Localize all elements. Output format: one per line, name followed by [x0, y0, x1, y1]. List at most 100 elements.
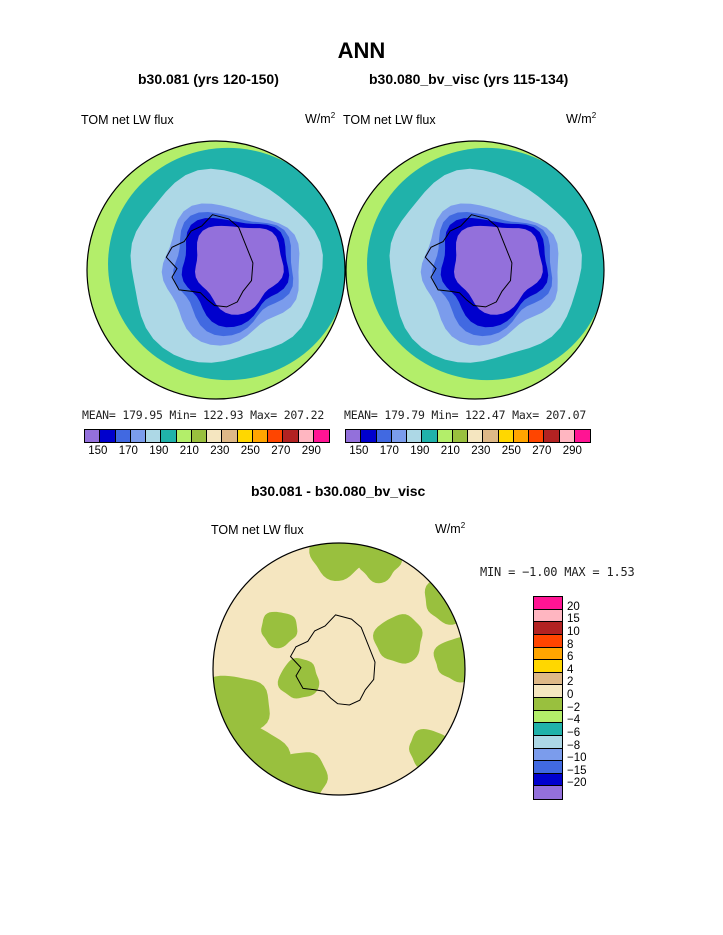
colorbar-tick-label: 270 [532, 445, 552, 457]
colorbar-swatch [237, 430, 253, 442]
colorbar-swatch [468, 430, 484, 442]
patch-nw [261, 611, 298, 649]
colorbar-tick-label: −4 [567, 714, 581, 727]
colorbar-tick-label: 150 [88, 445, 108, 457]
colorbar-tick-label: 170 [379, 445, 399, 457]
colorbar-tick-label: 290 [301, 445, 321, 457]
map-border [86, 140, 346, 400]
colorbar-tick-label: −10 [567, 752, 587, 765]
colorbar-swatch [534, 710, 562, 724]
patch-mid [277, 658, 320, 699]
panel-right-field-label: TOM net LW flux [343, 113, 436, 127]
patch-top [309, 543, 370, 581]
colorbar-swatch [161, 430, 177, 442]
colorbar-swatch [407, 430, 423, 442]
colorbar-swatch [422, 430, 438, 442]
field-band-150 [454, 225, 543, 315]
colorbar-swatch [534, 773, 562, 787]
colorbar-swatch [534, 634, 562, 648]
colorbar-swatch [130, 430, 146, 442]
colorbar-tick-label: 10 [567, 625, 580, 638]
colorbar-swatch [85, 430, 101, 442]
colorbar-swatch [534, 786, 562, 799]
map-left [86, 140, 346, 400]
field-band-150 [195, 225, 284, 315]
colorbar-tick-label: −6 [567, 726, 581, 739]
colorbar-tick-label: 210 [179, 445, 199, 457]
colorbar-tick-label: 290 [562, 445, 582, 457]
colorbar-tick-label: 230 [471, 445, 491, 457]
colorbar-swatch [222, 430, 238, 442]
panel-left-units: W/m2 [305, 111, 336, 127]
colorbar-swatch [437, 430, 453, 442]
colorbar-tick-label: 250 [501, 445, 521, 457]
coastline [165, 214, 254, 308]
colorbar-tick-label: 230 [210, 445, 230, 457]
colorbar-swatch [534, 647, 562, 661]
field-band-0 [213, 543, 465, 795]
panel-left-title: b30.081 (yrs 120-150) [138, 71, 279, 87]
colorbar-swatch [498, 430, 514, 442]
colorbar-swatch [452, 430, 468, 442]
colorbar-diff [533, 596, 563, 800]
colorbar-swatch [529, 430, 545, 442]
colorbar-tick-label: 15 [567, 613, 580, 626]
colorbar-swatch [534, 735, 562, 749]
coastline [289, 614, 376, 706]
colorbar-swatch [146, 430, 162, 442]
map-fill-group [213, 543, 465, 795]
colorbar-tick-label: 6 [567, 651, 574, 664]
panel-right-title: b30.080_bv_visc (yrs 115-134) [369, 71, 569, 87]
colorbar-swatch [483, 430, 499, 442]
colorbar-swatch [391, 430, 407, 442]
panel-right-stats: MEAN= 179.79 Min= 122.47 Max= 207.07 [344, 408, 587, 422]
colorbar-tick-label: −2 [567, 701, 581, 714]
patch-e1 [433, 636, 465, 683]
colorbar-swatch [534, 622, 562, 635]
colorbar-tick-label: 2 [567, 676, 574, 689]
colorbar-tick-label: 20 [567, 600, 580, 613]
map-border [212, 542, 466, 796]
colorbar-swatch [283, 430, 299, 442]
colorbar-swatch [513, 430, 529, 442]
diff-title: b30.081 - b30.080_bv_visc [251, 483, 426, 499]
colorbar-swatch [534, 597, 562, 610]
colorbar-swatch [534, 698, 562, 711]
map-diff [212, 542, 466, 796]
colorbar-swatch [115, 430, 131, 442]
colorbar-swatch [534, 748, 562, 762]
patch-c [373, 614, 423, 664]
colorbar-tick-label: 8 [567, 638, 574, 651]
colorbar-swatch [100, 430, 116, 442]
colorbar-tick-label: 270 [271, 445, 291, 457]
map-fill-group [346, 141, 604, 399]
colorbar-tick-label: −8 [567, 739, 581, 752]
colorbar-swatch [534, 660, 562, 673]
map-fill-group [87, 141, 345, 399]
map-right [345, 140, 605, 400]
colorbar-swatch [346, 430, 362, 442]
coastline [424, 214, 513, 308]
colorbar-swatch [207, 430, 223, 442]
colorbar-tick-label: 190 [149, 445, 169, 457]
page-title: ANN [337, 38, 386, 63]
map-border [345, 140, 605, 400]
colorbar-left [84, 429, 330, 443]
diff-stats: MIN = −1.00 MAX = 1.53 [480, 565, 635, 579]
colorbar-tick-label: −20 [567, 777, 587, 790]
panel-right-units: W/m2 [566, 111, 597, 127]
colorbar-swatch [534, 761, 562, 774]
colorbar-tick-label: 210 [440, 445, 460, 457]
colorbar-swatch [313, 430, 329, 442]
colorbar-tick-label: 4 [567, 663, 574, 676]
colorbar-tick-label: 170 [118, 445, 138, 457]
panel-left-stats: MEAN= 179.95 Min= 122.93 Max= 207.22 [82, 408, 325, 422]
colorbar-swatch [544, 430, 560, 442]
colorbar-swatch [534, 723, 562, 736]
colorbar-swatch [268, 430, 284, 442]
colorbar-swatch [376, 430, 392, 442]
colorbar-tick-label: 250 [240, 445, 260, 457]
colorbar-swatch [252, 430, 268, 442]
colorbar-tick-label: 0 [567, 689, 574, 701]
colorbar-swatch [191, 430, 207, 442]
